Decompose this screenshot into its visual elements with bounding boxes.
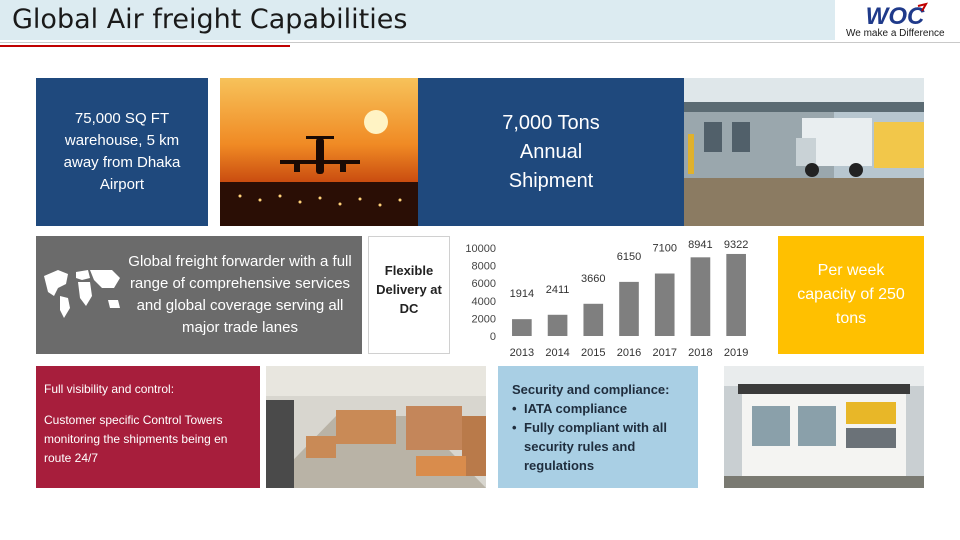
y-tick-label: 2000	[472, 313, 496, 325]
bar-2014	[547, 314, 568, 336]
y-tick-label: 8000	[472, 261, 496, 273]
bullet-icon: •	[512, 401, 517, 416]
annual-shipment-text: 7,000 Tons Annual Shipment	[502, 111, 600, 192]
bar-2017	[654, 273, 675, 336]
security-point: • IATA compliance	[512, 399, 686, 418]
x-tick-label: 2016	[617, 347, 641, 359]
x-tick-label: 2015	[581, 347, 605, 359]
data-label-2014: 2411	[546, 284, 570, 296]
title-band	[0, 0, 835, 40]
bar-2019	[726, 253, 746, 336]
bar-2018	[690, 257, 711, 336]
security-booth-image	[724, 366, 924, 488]
bar-2013	[512, 319, 532, 336]
global-forwarder-tile: Global freight forwarder with a full ran…	[36, 236, 362, 354]
y-tick-label: 0	[490, 331, 496, 343]
bullet-icon: •	[512, 420, 517, 435]
title-accent-line	[0, 45, 290, 47]
visibility-tile: Full visibility and control: Customer sp…	[36, 366, 260, 488]
weekly-capacity-tile: Per week capacity of 250 tons	[778, 236, 924, 354]
airplane-sunset-image	[220, 78, 418, 226]
bar-2016	[619, 281, 639, 336]
flexible-delivery-text: Flexible Delivery at DC	[376, 263, 442, 316]
data-label-2018: 8941	[688, 239, 712, 251]
security-point-text: Fully compliant with all security rules …	[524, 420, 668, 473]
data-label-2013: 1914	[510, 288, 534, 300]
x-tick-label: 2019	[724, 347, 748, 359]
company-logo: WOC	[866, 2, 929, 30]
bar-2015	[583, 303, 604, 336]
header: Global Air freight Capabilities WOC We m…	[0, 0, 960, 47]
security-point: • Fully compliant with all security rule…	[512, 418, 686, 475]
title-divider	[0, 42, 960, 45]
logo-text: WOC	[866, 3, 925, 30]
visibility-body: Customer specific Control Towers monitor…	[44, 413, 228, 465]
warehouse-text: 75,000 SQ FT warehouse, 5 km away from D…	[63, 110, 181, 193]
data-label-2017: 7100	[652, 243, 676, 255]
annual-shipment-chart: 10000 8000 6000 4000 2000 0 1914 2411 3660 6150 7…	[465, 239, 748, 359]
world-map-icon	[44, 270, 120, 318]
security-point-text: IATA compliance	[524, 401, 628, 416]
page-title: Global Air freight Capabilities	[12, 4, 408, 35]
annual-shipment-tile: 7,000 Tons Annual Shipment	[418, 78, 684, 226]
y-tick-label: 6000	[472, 278, 496, 290]
global-forwarder-text: Global freight forwarder with a full ran…	[128, 253, 352, 336]
x-tick-label: 2017	[652, 347, 676, 359]
x-tick-label: 2013	[510, 347, 534, 359]
flexible-delivery-tile: Flexible Delivery at DC	[368, 236, 450, 354]
truck-yard-image	[684, 78, 924, 226]
security-tile: Security and compliance: • IATA complian…	[498, 366, 698, 488]
data-label-2015: 3660	[581, 273, 605, 285]
x-tick-label: 2018	[688, 347, 712, 359]
warehouse-tile: 75,000 SQ FT warehouse, 5 km away from D…	[36, 78, 208, 226]
visibility-heading: Full visibility and control:	[44, 382, 175, 396]
data-label-2016: 6150	[617, 251, 641, 263]
y-tick-label: 4000	[472, 296, 496, 308]
security-heading: Security and compliance:	[512, 382, 670, 397]
weekly-capacity-text: Per week capacity of 250 tons	[797, 262, 905, 327]
tagline: We make a Difference	[846, 28, 945, 39]
y-tick-label: 10000	[465, 243, 496, 255]
warehouse-interior-image	[266, 366, 486, 488]
x-tick-label: 2014	[545, 347, 569, 359]
data-label-2019: 9322	[724, 239, 748, 251]
